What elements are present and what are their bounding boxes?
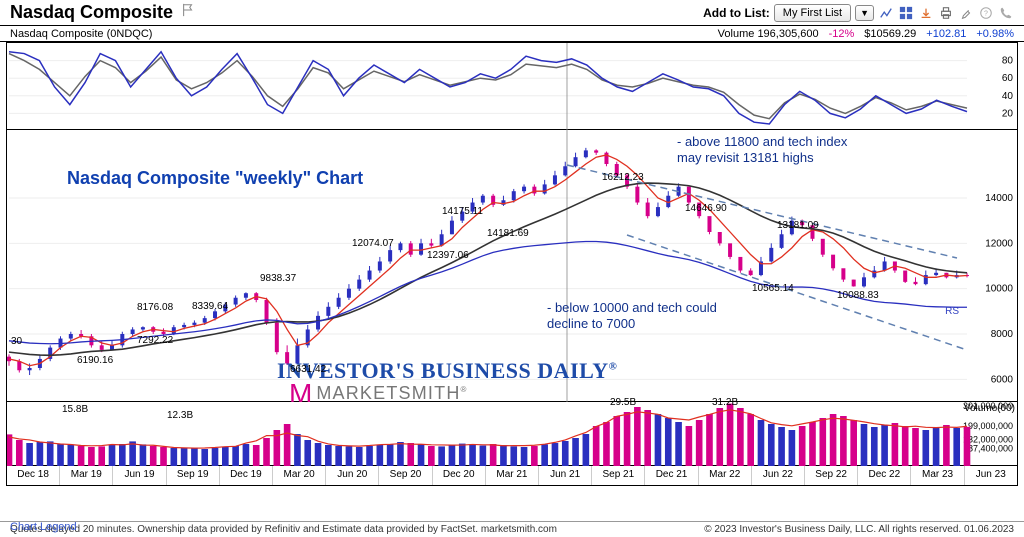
- xaxis-tick: Mar 22: [699, 466, 752, 485]
- price-callout: 12397.06: [427, 250, 469, 261]
- svg-text:12000: 12000: [985, 238, 1013, 249]
- list-dropdown-button[interactable]: ▼: [855, 5, 874, 21]
- title-left: Nasdaq Composite: [10, 2, 195, 23]
- annotation-upper: - above 11800 and tech index may revisit…: [677, 134, 847, 167]
- svg-text:20: 20: [1002, 108, 1014, 119]
- price-callout: 14175.11: [442, 206, 483, 217]
- svg-text:30: 30: [11, 336, 23, 347]
- marketsmith-text: MARKETSMITH®: [316, 383, 467, 404]
- xaxis-tick: Mar 21: [486, 466, 539, 485]
- help-icon[interactable]: ?: [978, 5, 994, 21]
- last-price: $10569.29: [864, 28, 916, 40]
- header-tools: Add to List: My First List ▼ ?: [703, 4, 1014, 22]
- price-callout: 6631.42: [290, 364, 326, 375]
- price-callout: 10088.83: [837, 290, 879, 301]
- price-callout: 10565.14: [752, 283, 794, 294]
- xaxis-tick: Jun 19: [113, 466, 166, 485]
- xaxis-tick: Dec 18: [7, 466, 60, 485]
- price-callout: 13181.09: [777, 220, 819, 231]
- price-change: +102.81: [926, 28, 966, 40]
- rs-label: RS: [945, 306, 959, 317]
- flag-icon: [181, 3, 195, 22]
- xaxis-tick: Dec 22: [858, 466, 911, 485]
- annotation-lower: - below 10000 and tech could decline to …: [547, 300, 717, 333]
- price-callout: 7292.22: [137, 335, 173, 346]
- list-select-button[interactable]: My First List: [774, 4, 851, 22]
- info-right: Volume 196,305,600 -12% $10569.29 +102.8…: [718, 28, 1014, 40]
- xaxis-tick: Mar 23: [911, 466, 964, 485]
- svg-text:8000: 8000: [991, 329, 1014, 340]
- xaxis-tick: Mar 20: [273, 466, 326, 485]
- oscillator-panel: 80 60 40 20: [6, 42, 1018, 130]
- xaxis-tick: Jun 20: [326, 466, 379, 485]
- price-callout: 8176.08: [137, 302, 173, 313]
- header-bar: Nasdaq Composite Add to List: My First L…: [0, 0, 1024, 26]
- xaxis-tick: Dec 21: [645, 466, 698, 485]
- x-axis: Dec 18Mar 19Jun 19Sep 19Dec 19Mar 20Jun …: [6, 466, 1018, 486]
- ticker-name: Nasdaq Composite (0NDQC): [10, 28, 152, 40]
- chart-legend-link[interactable]: Chart Legend: [10, 521, 77, 533]
- xaxis-tick: Sep 19: [167, 466, 220, 485]
- export-icon[interactable]: [918, 5, 934, 21]
- volume-peak-label: 15.8B: [62, 404, 88, 415]
- xaxis-tick: Jun 21: [539, 466, 592, 485]
- xaxis-tick: Sep 21: [592, 466, 645, 485]
- price-callout: 12074.07: [352, 238, 394, 249]
- chart-subtitle: Nasdaq Composite "weekly" Chart: [67, 168, 363, 189]
- price-change-pct: +0.98%: [976, 28, 1014, 40]
- volume-peak-label: 31.2B: [712, 397, 738, 408]
- xaxis-tick: Jun 23: [965, 466, 1017, 485]
- ibd-logo: INVESTOR'S BUSINESS DAILY®: [277, 358, 617, 384]
- phone-icon[interactable]: [998, 5, 1014, 21]
- xaxis-tick: Dec 19: [220, 466, 273, 485]
- svg-text:87,400,000: 87,400,000: [968, 444, 1013, 454]
- volume-corner-label: Volume(00): [964, 403, 1015, 414]
- chart-area: 80 60 40 20 14000 12000 10000 8000 6000 30 Nasda…: [0, 42, 1024, 502]
- svg-text:80: 80: [1002, 56, 1014, 67]
- price-callout: 6190.16: [77, 355, 113, 366]
- svg-text:6000: 6000: [991, 374, 1014, 385]
- settings-icon[interactable]: [958, 5, 974, 21]
- svg-text:40: 40: [1002, 91, 1014, 102]
- svg-text:60: 60: [1002, 73, 1014, 84]
- xaxis-tick: Jun 22: [752, 466, 805, 485]
- price-callout: 14646.90: [685, 203, 727, 214]
- xaxis-tick: Mar 19: [60, 466, 113, 485]
- xaxis-tick: Dec 20: [433, 466, 486, 485]
- price-callout: 16212.23: [602, 172, 644, 183]
- volume-peak-label: 12.3B: [167, 410, 193, 421]
- volume-panel: 301,000,000199,000,000132,000,00087,400,…: [6, 402, 1018, 466]
- xaxis-tick: Sep 20: [379, 466, 432, 485]
- svg-text:14000: 14000: [985, 193, 1013, 204]
- print-icon[interactable]: [938, 5, 954, 21]
- price-callout: 9838.37: [260, 273, 296, 284]
- svg-text:?: ?: [984, 10, 988, 17]
- volume-peak-label: 29.5B: [610, 397, 636, 408]
- xaxis-tick: Sep 22: [805, 466, 858, 485]
- svg-text:199,000,000: 199,000,000: [963, 421, 1013, 431]
- volume-label: Volume 196,305,600: [718, 28, 819, 40]
- price-panel: 14000 12000 10000 8000 6000 30 Nasdaq Composi…: [6, 130, 1018, 402]
- add-to-list-label: Add to List:: [703, 6, 770, 20]
- price-callout: 8339.64: [192, 301, 228, 312]
- chart-title: Nasdaq Composite: [10, 2, 173, 23]
- volume-pct: -12%: [829, 28, 855, 40]
- volume-plot: 301,000,000199,000,000132,000,00087,400,…: [7, 402, 1019, 466]
- price-callout: 14181.69: [487, 228, 529, 239]
- oscillator-plot: 80 60 40 20: [7, 43, 1019, 131]
- svg-text:10000: 10000: [985, 284, 1013, 295]
- grid-view-icon[interactable]: [898, 5, 914, 21]
- chart-style-icon[interactable]: [878, 5, 894, 21]
- info-bar: Nasdaq Composite (0NDQC) Volume 196,305,…: [0, 26, 1024, 42]
